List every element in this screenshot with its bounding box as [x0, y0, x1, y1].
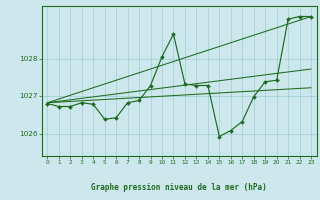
Text: Graphe pression niveau de la mer (hPa): Graphe pression niveau de la mer (hPa): [91, 183, 267, 192]
